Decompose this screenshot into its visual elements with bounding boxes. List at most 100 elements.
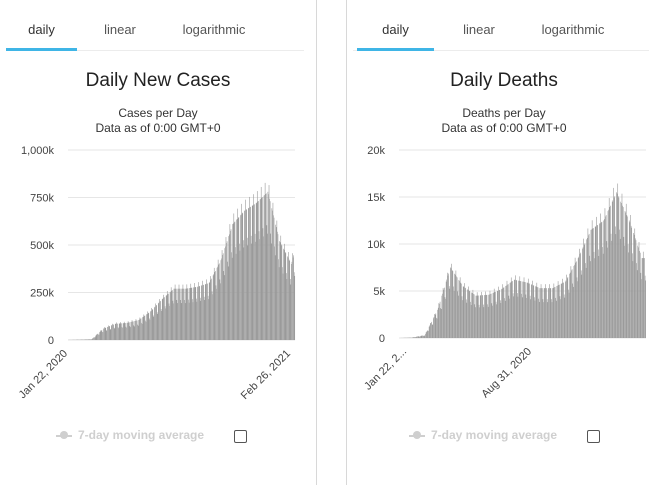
data-bar	[621, 193, 623, 338]
data-bar	[635, 240, 637, 338]
data-bar	[128, 322, 129, 340]
data-bar	[151, 307, 152, 340]
data-bar	[126, 322, 128, 340]
data-bar	[234, 222, 235, 340]
data-bar	[90, 339, 91, 340]
data-bar	[462, 300, 463, 338]
data-bar	[102, 331, 103, 340]
data-bar	[622, 205, 623, 338]
data-bar	[577, 258, 579, 338]
data-bar	[173, 288, 175, 340]
data-bar	[448, 286, 450, 338]
data-bar	[547, 302, 549, 338]
data-bar	[210, 276, 211, 340]
data-bar	[478, 304, 480, 338]
data-bar	[473, 293, 474, 338]
data-bar	[596, 225, 598, 338]
data-bar	[160, 300, 161, 340]
data-bar	[614, 196, 615, 338]
data-bar	[486, 294, 488, 338]
data-bar	[635, 238, 636, 338]
data-bar	[515, 275, 516, 338]
data-bar	[169, 292, 171, 340]
data-bar	[166, 291, 168, 340]
data-bar	[127, 322, 128, 340]
data-bar	[265, 193, 266, 340]
data-bar	[528, 283, 530, 338]
active-tab-indicator	[357, 48, 434, 51]
moving-average-checkbox[interactable]	[234, 430, 247, 443]
data-bar	[423, 335, 424, 338]
data-bar	[498, 290, 500, 338]
data-bar	[433, 317, 435, 338]
data-bar	[412, 337, 414, 338]
data-bar	[118, 323, 120, 340]
y-tick-label: 0	[379, 333, 385, 345]
data-bar	[113, 324, 114, 340]
data-bar	[496, 291, 498, 338]
data-bar	[445, 281, 447, 338]
data-bar	[526, 297, 527, 338]
data-bar	[105, 327, 107, 340]
data-bar	[605, 216, 606, 338]
data-bar	[131, 321, 132, 340]
data-bar	[612, 200, 614, 338]
data-bar	[257, 201, 259, 340]
data-bar	[543, 302, 544, 338]
data-bar	[624, 211, 626, 338]
data-bar	[286, 279, 288, 340]
data-bar	[146, 313, 148, 340]
data-bar	[83, 339, 85, 340]
data-bar	[432, 324, 434, 338]
tab-daily[interactable]: daily	[357, 0, 434, 51]
data-bar	[227, 266, 229, 340]
data-bar	[280, 235, 282, 340]
data-bar	[92, 338, 94, 340]
data-bar	[273, 215, 274, 340]
data-bar	[551, 302, 553, 338]
data-bar	[208, 283, 210, 340]
data-bar	[140, 318, 142, 340]
tab-linear[interactable]: linear	[443, 0, 515, 50]
data-bar	[486, 294, 487, 338]
data-bar	[449, 288, 451, 338]
data-bar	[616, 193, 618, 338]
data-bar	[642, 251, 644, 338]
data-bar	[610, 233, 612, 338]
data-bar	[456, 276, 457, 338]
chart-title: Daily New Cases	[85, 70, 231, 91]
data-bar	[199, 297, 201, 340]
data-bar	[614, 226, 616, 338]
data-bar	[502, 284, 504, 338]
moving-average-checkbox[interactable]	[587, 430, 600, 443]
data-bar	[150, 310, 152, 340]
tab-logarithmic[interactable]: logarithmic	[166, 0, 262, 50]
data-bar	[203, 296, 205, 340]
data-bar	[196, 301, 198, 340]
data-bar	[289, 260, 291, 340]
data-bar	[133, 326, 135, 340]
data-bar	[607, 211, 609, 338]
data-bar	[236, 219, 237, 340]
data-bar	[240, 214, 242, 340]
data-bar	[430, 323, 431, 338]
data-bar	[534, 300, 536, 338]
tab-logarithmic-label: logarithmic	[541, 22, 605, 37]
data-bar	[85, 339, 87, 340]
tab-logarithmic[interactable]: logarithmic	[525, 0, 621, 50]
data-bar	[233, 213, 235, 340]
data-bar	[184, 299, 185, 340]
data-bar	[454, 273, 455, 338]
data-bar	[638, 242, 640, 338]
tab-daily[interactable]: daily	[6, 0, 77, 51]
data-bar	[208, 299, 209, 340]
data-bar	[136, 320, 138, 340]
data-bar	[447, 272, 448, 338]
data-bar	[574, 264, 575, 338]
data-bar	[538, 298, 539, 338]
data-bar	[152, 315, 154, 340]
data-bar	[453, 286, 454, 338]
tab-linear[interactable]: linear	[84, 0, 156, 50]
data-bar	[422, 335, 424, 338]
data-bar	[259, 199, 261, 340]
